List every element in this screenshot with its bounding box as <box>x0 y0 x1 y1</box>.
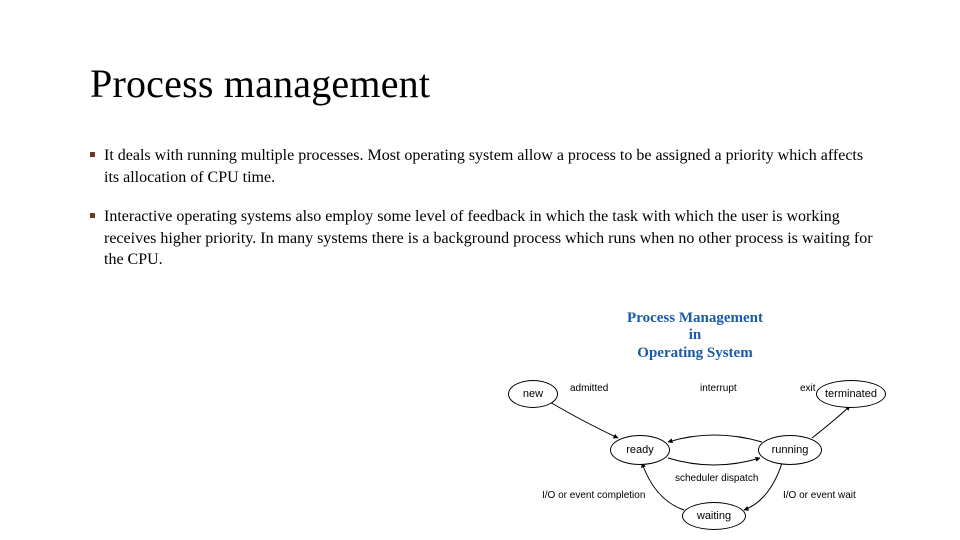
edge-label-ready-running: scheduler dispatch <box>675 473 758 484</box>
state-node-new: new <box>508 380 558 408</box>
edge-running-ready <box>668 435 762 442</box>
edge-label-waiting-ready: I/O or event completion <box>542 490 645 501</box>
state-node-terminated: terminated <box>816 380 886 408</box>
edge-running-waiting <box>744 463 782 510</box>
bullet-text: It deals with running multiple processes… <box>104 147 863 186</box>
state-node-ready: ready <box>610 435 670 465</box>
diagram-title-line: Process Management <box>627 310 763 326</box>
diagram-title: Process Management in Operating System <box>500 310 890 362</box>
bullet-list: It deals with running multiple processes… <box>90 145 880 271</box>
list-item: It deals with running multiple processes… <box>90 145 880 188</box>
edge-label-running-ready: interrupt <box>700 383 737 394</box>
page-title: Process management <box>90 60 880 107</box>
state-node-running: running <box>758 435 822 465</box>
slide: Process management It deals with running… <box>0 0 960 540</box>
edge-new-ready <box>550 402 618 438</box>
edge-label-new-ready: admitted <box>570 383 608 394</box>
edge-label-running-terminated: exit <box>800 383 816 394</box>
bullet-text: Interactive operating systems also emplo… <box>104 208 873 268</box>
edge-ready-running <box>668 458 760 465</box>
edge-running-terminated <box>812 406 850 438</box>
list-item: Interactive operating systems also emplo… <box>90 206 880 271</box>
state-node-waiting: waiting <box>682 502 746 530</box>
diagram-title-line: Operating System <box>637 345 752 361</box>
process-state-diagram: Process Management in Operating System n… <box>500 310 890 530</box>
edge-label-running-waiting: I/O or event wait <box>783 490 856 501</box>
edge-waiting-ready <box>642 463 684 510</box>
diagram-title-line: in <box>689 327 702 343</box>
